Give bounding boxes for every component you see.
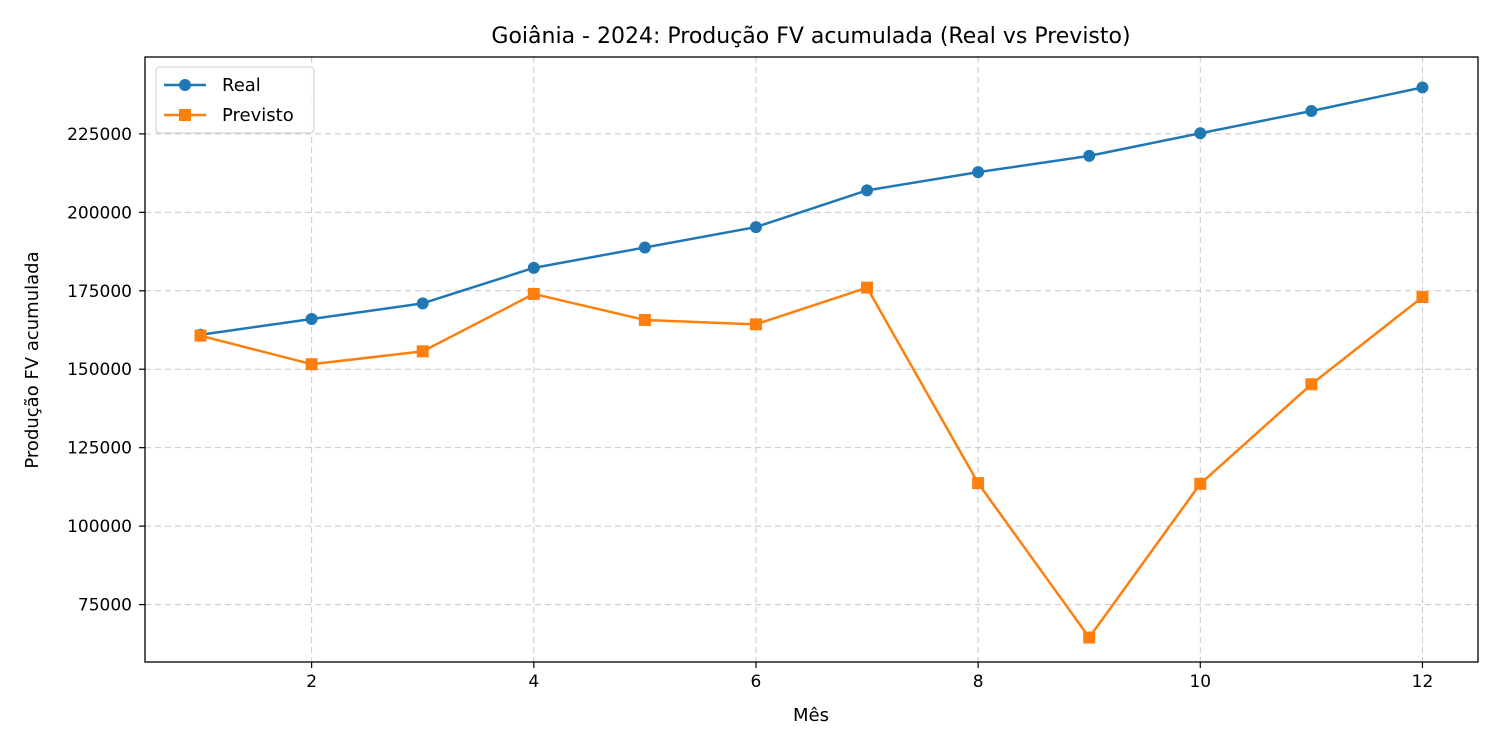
legend-marker-previsto [179, 109, 191, 121]
legend-label-real: Real [222, 75, 261, 96]
data-point-previsto [416, 345, 429, 358]
x-tick-label: 6 [751, 672, 762, 692]
series-line-previsto [200, 286, 1424, 639]
y-tick-label: 175000 [67, 282, 132, 302]
data-point-previsto [749, 318, 762, 331]
chart-title: Goiânia - 2024: Produção FV acumulada (R… [491, 24, 1130, 49]
data-point-real [305, 313, 318, 326]
data-point-previsto [1305, 378, 1318, 391]
data-point-previsto [194, 329, 207, 342]
data-point-real [972, 166, 985, 179]
data-point-real [638, 241, 651, 254]
legend: Real Previsto [155, 66, 315, 134]
series-line-real [200, 86, 1423, 336]
x-tick-label: 4 [528, 672, 539, 692]
x-tick-label: 8 [973, 672, 984, 692]
series-layer [194, 81, 1429, 644]
y-tick-label: 150000 [67, 360, 132, 380]
data-point-previsto [527, 287, 540, 300]
data-point-previsto [305, 358, 318, 371]
data-point-real [1305, 104, 1318, 117]
y-tick-label: 75000 [78, 596, 132, 616]
data-point-real [1083, 149, 1096, 162]
legend-box [155, 66, 315, 134]
data-point-real [527, 261, 540, 274]
data-point-real [861, 184, 874, 197]
data-point-previsto [1083, 631, 1096, 644]
plot-frame [144, 56, 1479, 663]
x-axis-label: Mês [793, 705, 829, 726]
legend-label-previsto: Previsto [222, 105, 294, 126]
data-point-previsto [972, 477, 985, 490]
y-axis-label: Produção FV acumulada [22, 251, 43, 468]
data-point-real [749, 221, 762, 234]
data-point-previsto [1194, 477, 1207, 490]
y-tick-label: 225000 [67, 125, 132, 145]
data-point-previsto [1416, 291, 1429, 304]
data-point-real [416, 297, 429, 310]
y-tick-label: 125000 [67, 439, 132, 459]
x-tick-label: 12 [1412, 672, 1434, 692]
data-point-previsto [861, 281, 874, 294]
data-point-real [1194, 127, 1207, 140]
axis-ticks: 2 4 6 8 10 12 75000 100000 125000 150000 175000 200… [67, 125, 1433, 692]
x-tick-label: 10 [1189, 672, 1211, 692]
data-point-previsto [638, 313, 651, 326]
data-point-real [1416, 81, 1429, 94]
grid [145, 57, 1478, 662]
y-tick-label: 100000 [67, 517, 132, 537]
legend-marker-real [179, 79, 191, 91]
x-tick-label: 2 [306, 672, 317, 692]
y-tick-label: 200000 [67, 203, 132, 223]
